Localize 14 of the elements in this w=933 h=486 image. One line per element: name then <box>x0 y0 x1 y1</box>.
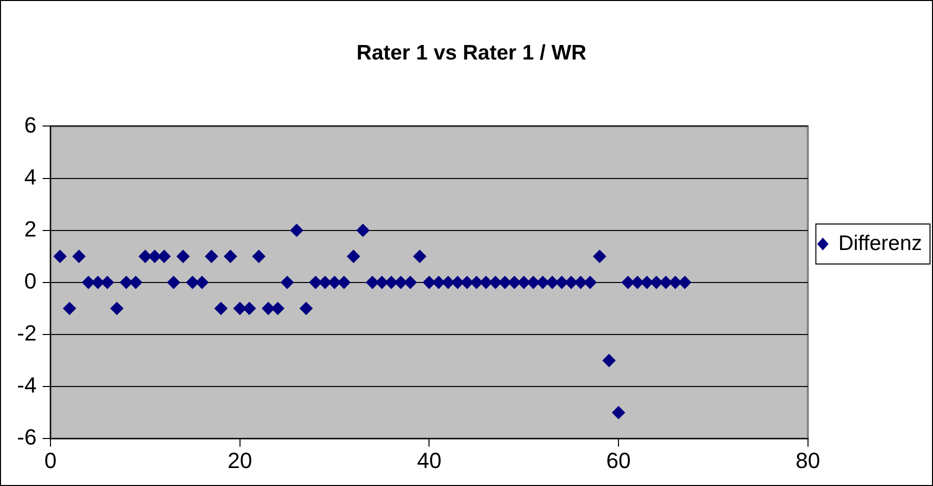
y-tick-label: 2 <box>24 216 37 242</box>
y-tick-label: -6 <box>17 424 37 450</box>
x-tick-label: 40 <box>416 448 442 473</box>
x-tick-label: 0 <box>44 448 57 473</box>
y-tick-label: 6 <box>24 112 37 138</box>
x-tick-label: 80 <box>796 448 820 473</box>
x-tick-label: 60 <box>606 448 631 473</box>
y-tick-label: 4 <box>24 164 37 190</box>
y-tick-label: -4 <box>17 372 37 398</box>
x-tick-label: 20 <box>228 448 252 473</box>
y-tick-label: -2 <box>17 320 37 346</box>
legend-label: Differenz <box>838 232 922 255</box>
y-tick-label: 0 <box>24 268 37 294</box>
chart-title: Rater 1 vs Rater 1 / WR <box>356 41 586 64</box>
